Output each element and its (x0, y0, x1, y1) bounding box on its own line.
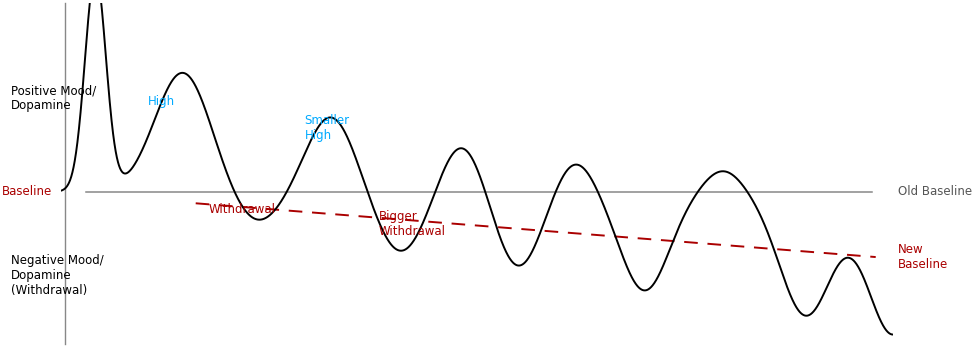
Text: Positive Mood/
Dopamine: Positive Mood/ Dopamine (11, 84, 95, 112)
Text: New
Baseline: New Baseline (897, 243, 948, 271)
Text: Negative Mood/
Dopamine
(Withdrawal): Negative Mood/ Dopamine (Withdrawal) (11, 254, 103, 297)
Text: Old Baseline: Old Baseline (897, 185, 972, 198)
Text: Baseline: Baseline (2, 185, 53, 198)
Text: Smaller
High: Smaller High (305, 114, 350, 142)
Text: High: High (148, 95, 175, 108)
Text: Bigger
Withdrawal: Bigger Withdrawal (379, 210, 446, 238)
Text: Withdrawal: Withdrawal (208, 203, 276, 215)
